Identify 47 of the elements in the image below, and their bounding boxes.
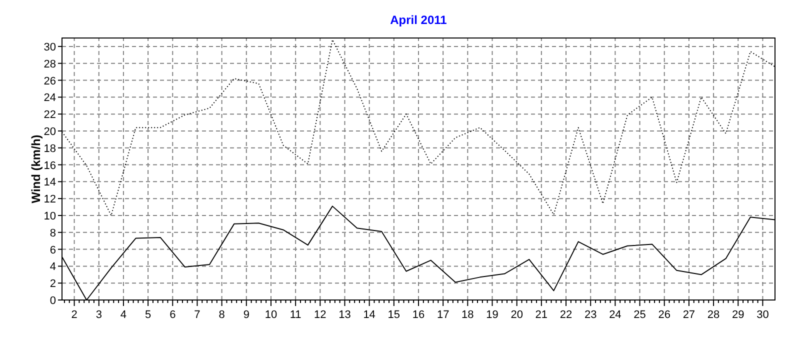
x-tick-label: 22 [560,309,572,321]
y-tick-label: 22 [44,109,56,122]
y-tick-label: 28 [44,58,56,70]
x-tick-label: 27 [682,309,696,321]
y-tick-label: 2 [50,278,56,290]
x-tick-label: 29 [732,309,744,321]
y-tick-label: 18 [44,142,56,155]
x-tick-label: 30 [756,309,769,321]
y-tick-label: 20 [44,126,56,138]
x-tick-label: 17 [436,309,450,321]
x-tick-label: 9 [243,309,250,321]
x-tick-label: 19 [486,309,498,321]
y-tick-label: 4 [50,261,56,274]
x-tick-label: 8 [218,309,225,321]
y-tick-label: 10 [44,210,56,222]
y-tick-label: 24 [44,92,56,104]
x-tick-label: 6 [170,309,176,321]
x-tick-label: 4 [120,309,127,321]
x-tick-label: 23 [584,309,597,321]
x-tick-label: 24 [609,309,622,321]
x-tick-label: 2 [71,309,78,321]
x-tick-label: 26 [658,309,670,321]
y-axis-title: Wind (km/h) [29,134,43,204]
x-tick-label: 16 [412,309,425,321]
y-tick-label: 30 [44,41,56,54]
x-tick-label: 15 [388,309,400,321]
x-tick-label: 10 [264,309,278,321]
y-tick-label: 6 [50,244,56,256]
x-tick-label: 7 [194,309,200,321]
x-tick-label: 5 [144,309,152,321]
chart-title: April 2011 [390,13,448,27]
x-tick-label: 14 [363,309,376,321]
x-tick-label: 18 [462,309,474,321]
y-tick-label: 16 [44,160,56,172]
x-tick-label: 21 [535,309,548,321]
x-tick-label: 20 [510,309,523,321]
y-tick-label: 26 [44,75,56,88]
y-tick-label: 14 [44,176,56,189]
y-tick-label: 0 [50,295,56,307]
x-tick-label: 28 [707,309,720,321]
x-tick-label: 13 [338,309,351,321]
x-tick-label: 12 [314,309,326,321]
y-tick-label: 8 [50,227,56,240]
x-tick-label: 25 [634,309,646,321]
x-tick-label: 3 [96,309,102,321]
x-tick-label: 11 [290,309,302,321]
y-tick-label: 12 [44,194,56,206]
